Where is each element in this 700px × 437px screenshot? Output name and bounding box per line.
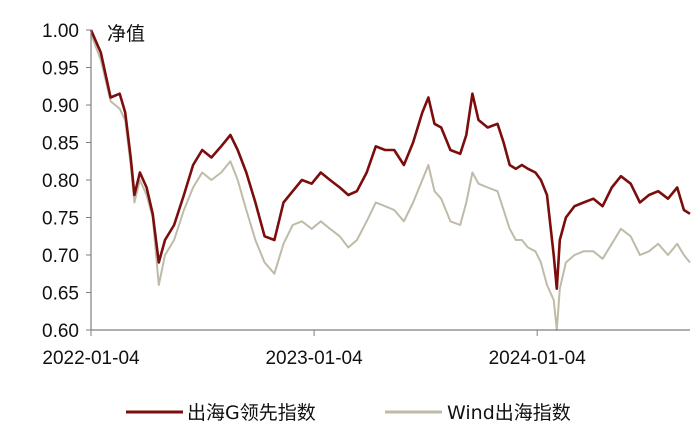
x-tick-label: 2023-01-04 [265, 348, 363, 369]
series-line-wind [90, 33, 691, 331]
series-layer [89, 29, 691, 331]
y-tick-label: 0.60 [42, 321, 79, 342]
legend: 出海G领先指数 Wind出海指数 [126, 402, 571, 424]
y-tick-label: 0.75 [42, 209, 79, 230]
y-tick-label: 1.00 [42, 21, 79, 42]
legend-label-series-1: 出海G领先指数 [187, 402, 316, 424]
y-axis-ticks: 0.60 0.65 0.70 0.75 0.80 0.85 0.90 0.95 1.00 [42, 21, 91, 342]
series-line-g-leading [89, 29, 691, 290]
y-tick-label: 0.95 [42, 59, 79, 80]
y-tick-label: 0.80 [42, 171, 79, 192]
legend-label-series-2: Wind出海指数 [447, 402, 571, 424]
y-tick-label: 0.90 [42, 96, 79, 117]
y-tick-label: 0.65 [42, 284, 79, 305]
y-tick-label: 0.70 [42, 246, 79, 267]
y-tick-label: 0.85 [42, 134, 79, 155]
x-axis-ticks: 2022-01-04 2023-01-04 2024-01-04 [42, 330, 586, 369]
x-tick-label: 2022-01-04 [42, 348, 140, 369]
y-axis-unit-label: 净值 [107, 23, 145, 45]
x-tick-label: 2024-01-04 [489, 348, 587, 369]
